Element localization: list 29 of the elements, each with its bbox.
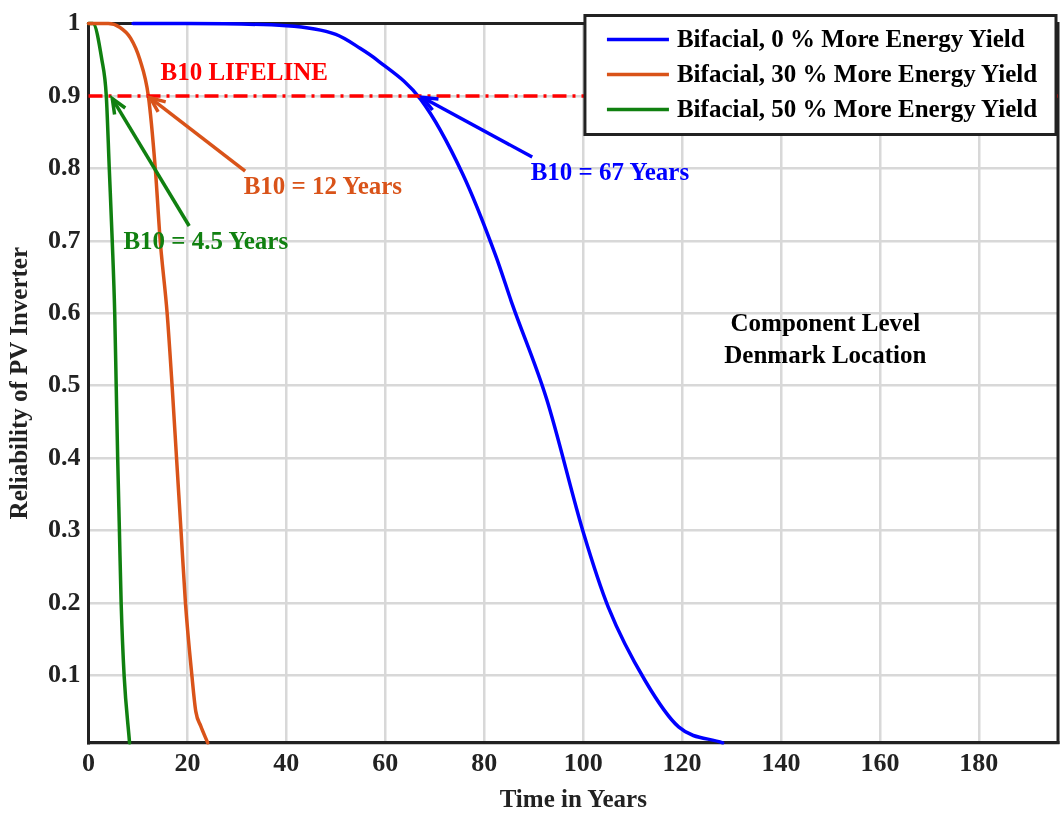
y-tick-label: 0.9 xyxy=(48,79,81,109)
y-tick-label: 0.3 xyxy=(48,514,81,544)
y-tick-label: 0.7 xyxy=(48,224,81,254)
x-tick-label: 40 xyxy=(273,748,300,778)
y-axis-title: Reliability of PV Inverter xyxy=(5,247,33,520)
y-tick-label: 0.8 xyxy=(48,152,81,182)
annotation: B10 = 67 Years xyxy=(530,158,690,186)
x-tick-label: 160 xyxy=(860,748,900,778)
x-tick-label: 0 xyxy=(82,748,95,778)
x-tick-label: 120 xyxy=(662,748,702,778)
x-tick-label: 140 xyxy=(761,748,801,778)
x-axis-title: Time in Years xyxy=(499,785,648,813)
ref-line-label: B10 LIFELINE xyxy=(160,58,328,86)
legend-label: Bifacial, 0 % More Energy Yield xyxy=(676,25,1025,53)
x-tick-label: 60 xyxy=(372,748,399,778)
annotation: B10 = 12 Years xyxy=(243,172,403,200)
legend-label: Bifacial, 50 % More Energy Yield xyxy=(676,95,1038,123)
legend-label: Bifacial, 30 % More Energy Yield xyxy=(676,60,1038,88)
x-tick-label: 180 xyxy=(959,748,999,778)
y-tick-label: 0.6 xyxy=(48,297,81,327)
x-tick-label: 100 xyxy=(563,748,603,778)
annotation: Component Level Denmark Location xyxy=(724,308,927,368)
y-tick-label: 1 xyxy=(67,7,81,37)
x-tick-label: 20 xyxy=(174,748,201,778)
y-tick-label: 0.4 xyxy=(48,441,81,471)
y-tick-label: 0.5 xyxy=(48,369,81,399)
y-tick-label: 0.1 xyxy=(48,659,81,689)
x-tick-label: 80 xyxy=(471,748,498,778)
y-tick-label: 0.2 xyxy=(48,586,81,616)
